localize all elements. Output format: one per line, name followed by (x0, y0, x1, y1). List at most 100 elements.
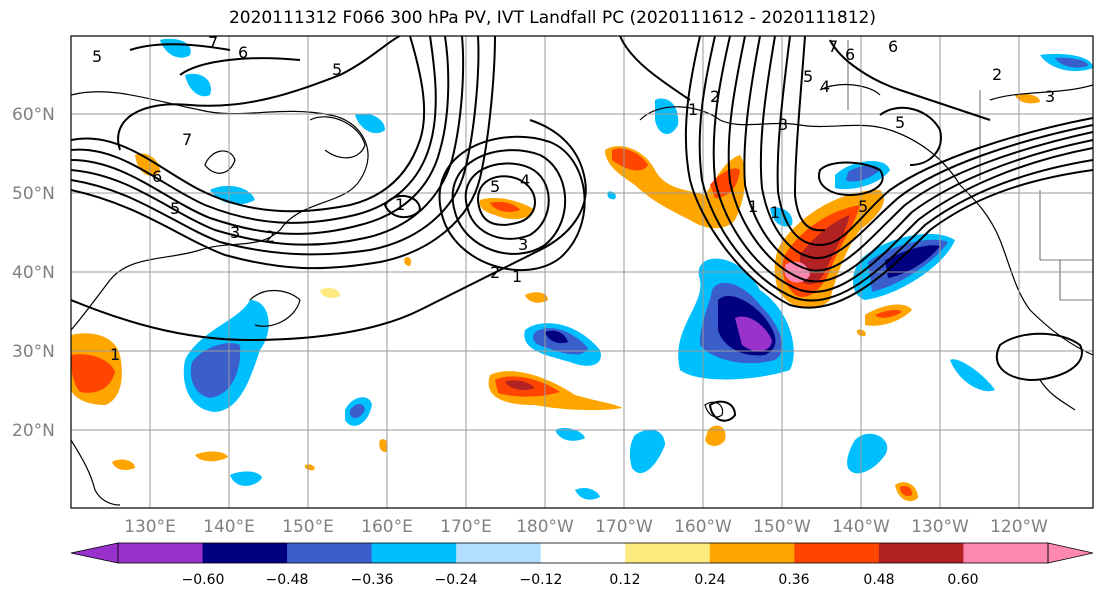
contour-label: 6 (888, 37, 898, 56)
lon-label: 160°W (674, 517, 732, 537)
colorbar-segment (371, 543, 457, 563)
pos-small-10 (320, 288, 340, 298)
contour-label: 4 (820, 77, 830, 96)
pos-small-7 (525, 292, 548, 303)
contour-label: 7 (182, 130, 192, 149)
pos-small-12 (404, 257, 412, 266)
colorbar-segment (456, 543, 542, 563)
contour-label: 3 (778, 115, 788, 134)
lat-axis-labels: 60°N 50°N 40°N 30°N 20°N (12, 105, 55, 441)
contour-label: 5 (895, 113, 905, 132)
lon-label: 130°W (911, 517, 969, 537)
lon-label: 150°W (753, 517, 811, 537)
pv-contours (71, 36, 1093, 422)
colorbar (70, 542, 1094, 564)
neg-small-2 (629, 429, 665, 474)
colorbar-segment (540, 543, 626, 563)
contour-label: 2 (265, 227, 275, 246)
pos-small-3-core (875, 309, 902, 318)
colorbar-tick-label: 0.36 (778, 572, 809, 588)
neg-small-4 (950, 359, 995, 392)
contour-label: 7 (208, 33, 218, 52)
neg-anomaly-central-dark (545, 330, 568, 344)
pos-small-8 (705, 425, 726, 446)
lon-label: 170°E (440, 517, 492, 537)
neg-small-7 (575, 487, 600, 500)
contour-label: 5 (170, 199, 180, 218)
contour-label: 5 (803, 67, 813, 86)
lat-label: 50°N (12, 184, 55, 204)
contour-labels: 5 7 6 5 7 6 5 5 4 3 2 1 1 5 4 3 2 1 7 6 … (92, 33, 1055, 364)
colorbar-ticks: −0.60 −0.48 −0.36 −0.24 −0.12 0.12 0.24 … (182, 572, 979, 588)
contour-label: 5 (490, 177, 500, 196)
figure-title: 2020111312 F066 300 hPa PV, IVT Landfall… (228, 8, 876, 28)
pos-small-1-core (490, 201, 520, 212)
lon-label: 150°E (282, 517, 334, 537)
pos-anomaly-ne-pacific-core (800, 215, 850, 285)
colorbar-segment (625, 543, 711, 563)
colorbar-extend-low (70, 542, 119, 564)
neg-small-10 (355, 113, 385, 134)
neg-small-5 (847, 433, 888, 474)
lat-label: 40°N (12, 263, 55, 283)
contour-label: 1 (512, 267, 522, 286)
contour-label: 3 (518, 235, 528, 254)
colorbar-tick-label: 0.48 (863, 572, 894, 588)
contour-label: 4 (520, 171, 530, 190)
colorbar-tick-label: 0.12 (609, 572, 640, 588)
pos-small-9 (1015, 93, 1040, 104)
neg-anomaly-west-pacific-core (190, 343, 241, 398)
lat-label: 30°N (12, 342, 55, 362)
colorbar-segment (709, 543, 795, 563)
lon-axis-labels: 130°E 140°E 150°E 160°E 170°E 180°W 170°… (124, 517, 1048, 537)
contour-label: 1 (688, 100, 698, 119)
lon-label: 130°E (124, 517, 176, 537)
neg-small-3 (555, 427, 585, 441)
contour-label: 1 (395, 195, 405, 214)
neg-anomaly-alaska-core (846, 165, 880, 182)
lon-label: 140°E (203, 517, 255, 537)
pos-small-6 (112, 459, 135, 470)
lon-label: 170°W (595, 517, 653, 537)
lon-label: 180°W (516, 517, 574, 537)
contour-label: 2 (710, 87, 720, 106)
colorbar-tick-label: 0.24 (694, 572, 725, 588)
colorbar-tick-label: −0.12 (520, 572, 563, 588)
contour-label: 3 (230, 223, 240, 242)
neg-anomaly-ne-pacific-purple (735, 316, 772, 352)
colorbar-segment (287, 543, 373, 563)
colorbar-segment (878, 543, 964, 563)
contour-label: 2 (992, 65, 1002, 84)
colorbar-tick-label: −0.60 (182, 572, 225, 588)
pos-anomaly-central-core (505, 380, 535, 390)
colorbar-extend-high (1047, 542, 1094, 564)
lat-label: 20°N (12, 421, 55, 441)
neg-small-9 (185, 73, 211, 97)
pos-small-4-core (900, 485, 913, 497)
colorbar-segment (794, 543, 880, 563)
contour-label: 1 (110, 345, 120, 364)
neg-anomaly-gulf-alaska-dark (885, 245, 940, 278)
lon-label: 120°W (990, 517, 1048, 537)
colorbar-tick-label: −0.36 (351, 572, 394, 588)
colorbar-segment (202, 543, 288, 563)
pos-small-5 (195, 451, 228, 462)
gridlines (71, 36, 1093, 508)
pos-small-11 (379, 439, 388, 452)
contour-label: 5 (332, 60, 342, 79)
contour-label: 1 (770, 203, 780, 222)
contour-label: 7 (828, 37, 838, 56)
colorbar-tick-label: −0.48 (266, 572, 309, 588)
pos-anomaly-aleutian-core (612, 148, 648, 171)
lon-label: 160°E (361, 517, 413, 537)
contour-label: 1 (748, 197, 758, 216)
contour-label: 6 (845, 45, 855, 64)
neg-small-1-core (350, 404, 365, 419)
contour-label: 5 (858, 197, 868, 216)
contour-label: 3 (1045, 87, 1055, 106)
colorbar-tick-label: 0.60 (947, 572, 978, 588)
neg-small-6 (230, 471, 262, 486)
contour-label: 2 (490, 263, 500, 282)
contour-label: 6 (152, 167, 162, 186)
